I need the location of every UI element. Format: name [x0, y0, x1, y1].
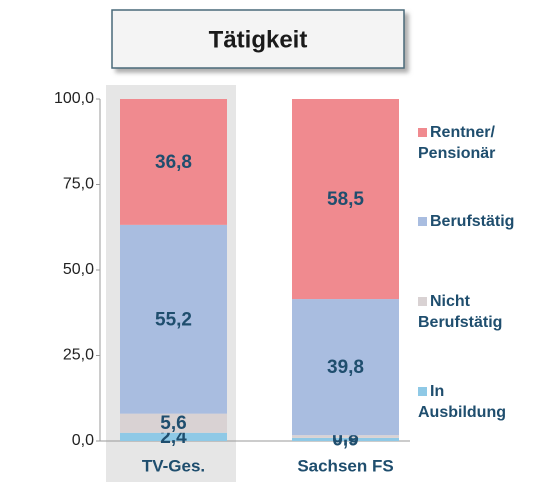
x-tick-label: Sachsen FS	[297, 456, 393, 475]
data-label: 39,8	[327, 357, 364, 378]
y-tick-label: 100,0	[54, 90, 94, 107]
data-label: 55,2	[155, 309, 192, 330]
data-label: 58,5	[327, 189, 364, 210]
bar-segment	[292, 435, 399, 438]
chart-title: Tätigkeit	[209, 26, 308, 53]
data-label: 5,6	[160, 413, 186, 434]
data-label: 36,8	[155, 152, 192, 173]
legend-swatch	[418, 297, 427, 306]
y-tick-label: 50,0	[63, 261, 94, 278]
legend-swatch	[418, 217, 427, 226]
y-tick-label: 0,0	[72, 432, 94, 449]
bar-segment	[292, 437, 399, 441]
bar-segment	[292, 299, 399, 436]
bar-segment	[120, 413, 227, 433]
bar-segment	[292, 99, 399, 300]
legend-swatch	[418, 128, 427, 137]
y-tick-label: 25,0	[63, 347, 94, 364]
title-box	[111, 9, 405, 69]
legend-label: Rentner/ Pensionär	[418, 124, 499, 162]
bar-segment	[120, 432, 227, 441]
legend-label: In Ausbildung	[418, 383, 506, 421]
x-tick-label: TV-Ges.	[142, 456, 205, 475]
legend-swatch	[418, 387, 427, 396]
legend-label: Berufstätig	[430, 213, 514, 230]
bar-segment	[120, 224, 227, 414]
legend-label: Nicht Berufstätig	[418, 293, 502, 331]
y-tick-label: 75,0	[63, 176, 94, 193]
bar-segment	[120, 99, 227, 225]
